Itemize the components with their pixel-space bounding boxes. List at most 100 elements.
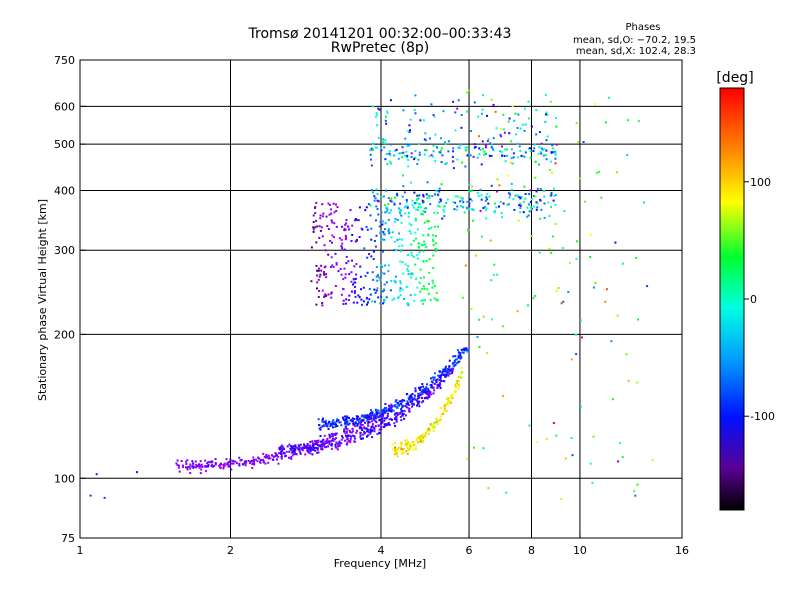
- data-point: [352, 283, 354, 286]
- data-point: [377, 200, 380, 203]
- data-point: [491, 318, 493, 321]
- data-point: [315, 264, 318, 267]
- data-point: [389, 209, 392, 212]
- data-point: [344, 425, 347, 428]
- data-point: [410, 395, 413, 398]
- data-point: [414, 446, 417, 449]
- data-point: [395, 420, 398, 423]
- data-point: [549, 168, 551, 171]
- data-point: [195, 465, 198, 468]
- data-point: [439, 198, 442, 201]
- data-point: [381, 410, 384, 413]
- data-point: [637, 120, 640, 123]
- data-point: [421, 436, 424, 439]
- data-point: [249, 462, 251, 465]
- data-point: [492, 137, 495, 140]
- data-point: [409, 445, 412, 448]
- data-point: [322, 442, 325, 445]
- data-point: [404, 263, 407, 266]
- data-point: [198, 463, 201, 466]
- data-point: [320, 269, 323, 272]
- data-point: [480, 194, 483, 197]
- data-point: [394, 275, 397, 278]
- data-point: [435, 421, 438, 424]
- data-point: [321, 445, 324, 448]
- data-point: [464, 146, 467, 149]
- data-point: [536, 187, 539, 190]
- data-point: [416, 286, 419, 289]
- data-point: [490, 143, 493, 146]
- data-point: [437, 374, 440, 377]
- data-point: [332, 437, 334, 440]
- data-point: [461, 371, 464, 373]
- data-point: [444, 403, 447, 406]
- data-point: [441, 154, 444, 157]
- data-point: [451, 397, 454, 400]
- data-point: [523, 185, 526, 188]
- data-point: [334, 252, 337, 255]
- data-point: [449, 402, 451, 405]
- data-point: [272, 458, 275, 461]
- data-point: [309, 452, 312, 455]
- data-point: [552, 187, 555, 190]
- data-point: [321, 425, 324, 428]
- data-point: [187, 466, 190, 468]
- data-point: [483, 153, 485, 156]
- data-point: [490, 146, 493, 149]
- data-point: [494, 110, 497, 113]
- data-point: [510, 182, 513, 185]
- y-tick-label: 600: [54, 100, 75, 113]
- data-point: [519, 202, 522, 205]
- data-point: [482, 315, 485, 318]
- data-point: [379, 231, 382, 234]
- data-point: [309, 450, 312, 452]
- data-point: [452, 362, 455, 365]
- data-point: [415, 237, 417, 240]
- colorbar-tick-label: -100: [750, 410, 775, 423]
- data-point: [374, 408, 377, 411]
- data-point: [385, 406, 388, 409]
- data-point: [389, 418, 392, 421]
- data-point: [400, 408, 403, 411]
- data-point: [355, 431, 358, 434]
- data-point: [604, 300, 607, 303]
- data-point: [454, 384, 457, 386]
- data-point: [225, 463, 228, 466]
- data-point: [189, 467, 192, 470]
- data-point: [327, 228, 330, 230]
- data-point: [470, 307, 473, 310]
- data-point: [321, 439, 324, 442]
- data-point: [384, 211, 387, 214]
- data-point: [318, 275, 321, 278]
- data-point: [634, 494, 637, 497]
- data-point: [401, 400, 404, 403]
- data-point: [524, 123, 527, 126]
- data-point: [445, 410, 448, 412]
- data-point: [441, 217, 444, 220]
- data-point: [348, 422, 351, 425]
- data-point: [369, 153, 372, 156]
- data-point: [357, 294, 360, 297]
- data-point: [340, 442, 343, 445]
- data-point: [398, 238, 401, 241]
- data-point: [399, 202, 402, 205]
- data-point: [300, 448, 303, 451]
- data-point: [481, 140, 484, 143]
- data-point: [376, 208, 379, 210]
- data-point: [351, 427, 354, 430]
- data-point: [422, 234, 425, 237]
- data-point: [407, 304, 410, 307]
- data-point: [330, 291, 333, 294]
- data-point: [393, 404, 396, 407]
- data-point: [452, 150, 454, 153]
- data-point: [414, 112, 417, 115]
- data-point: [512, 152, 515, 155]
- data-point: [418, 396, 420, 399]
- data-point: [323, 443, 326, 446]
- data-point: [393, 201, 396, 204]
- data-point: [433, 425, 436, 427]
- data-point: [416, 254, 419, 257]
- data-point: [421, 439, 424, 442]
- data-point: [425, 149, 428, 152]
- data-point: [517, 195, 520, 198]
